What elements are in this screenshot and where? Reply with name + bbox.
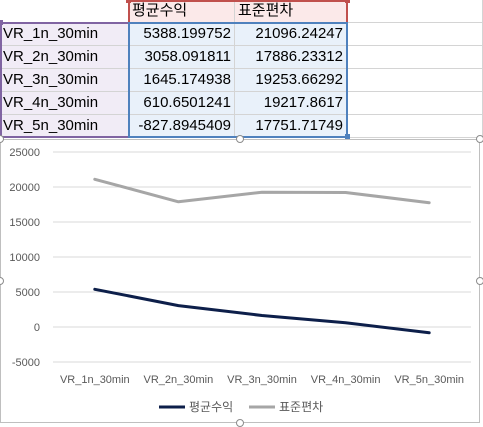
- blank-cell[interactable]: [347, 69, 483, 92]
- std-cell[interactable]: 19253.66292: [235, 69, 347, 92]
- std-series-line: [93, 177, 431, 205]
- x-tick-label: VR_1n_30min: [60, 374, 130, 386]
- mean-series-line: [93, 287, 431, 335]
- x-tick-label: VR_4n_30min: [311, 374, 381, 386]
- mean-cell[interactable]: 1645.174938: [129, 69, 235, 92]
- table-row: VR_4n_30min 610.6501241 19217.8617: [0, 92, 483, 115]
- x-tick-label: VR_2n_30min: [144, 374, 214, 386]
- y-tick-label: 15000: [9, 217, 40, 229]
- chart-resize-handle[interactable]: [476, 277, 483, 285]
- std-cell[interactable]: 17886.23312: [235, 46, 347, 69]
- blank-cell[interactable]: [347, 115, 483, 138]
- y-tick-label: 10000: [9, 252, 40, 264]
- x-tick-label: VR_3n_30min: [227, 374, 297, 386]
- y-tick-label: 20000: [9, 182, 40, 194]
- range-resize-handle[interactable]: [345, 0, 350, 3]
- table-row: VR_3n_30min 1645.174938 19253.66292: [0, 69, 483, 92]
- blank-cell[interactable]: [347, 23, 483, 46]
- row-label-cell[interactable]: VR_5n_30min: [0, 115, 129, 138]
- mean-cell[interactable]: 5388.199752: [129, 23, 235, 46]
- header-cell-empty[interactable]: [0, 0, 129, 23]
- mean-cell[interactable]: -827.8945409: [129, 115, 235, 138]
- header-cell-mean[interactable]: 평균수익: [129, 0, 235, 23]
- mean-cell[interactable]: 3058.091811: [129, 46, 235, 69]
- range-resize-handle[interactable]: [0, 20, 3, 25]
- table-row: VR_2n_30min 3058.091811 17886.23312: [0, 46, 483, 69]
- y-tick-label: 25000: [9, 147, 40, 159]
- row-label-cell[interactable]: VR_2n_30min: [0, 46, 129, 69]
- legend-label: 표준편차: [279, 400, 323, 414]
- y-tick-label: -5000: [12, 357, 40, 369]
- chart-resize-handle[interactable]: [236, 419, 244, 427]
- spreadsheet-grid: 평균수익 표준편차 VR_1n_30min 5388.199752 21096.…: [0, 0, 483, 140]
- legend-label: 평균수익: [189, 400, 233, 414]
- row-label-cell[interactable]: VR_4n_30min: [0, 92, 129, 115]
- range-resize-handle[interactable]: [126, 0, 131, 3]
- chart-canvas: 25000 20000 15000 10000 5000 0 -5000 VR_1n_30mi…: [9, 147, 471, 414]
- blank-cell[interactable]: [347, 46, 483, 69]
- chart-resize-handle[interactable]: [476, 135, 483, 143]
- blank-cell[interactable]: [347, 92, 483, 115]
- range-resize-handle[interactable]: [345, 134, 350, 139]
- chart-resize-handle[interactable]: [236, 135, 244, 143]
- row-label-cell[interactable]: VR_3n_30min: [0, 69, 129, 92]
- line-chart[interactable]: 25000 20000 15000 10000 5000 0 -5000 VR_1n_30mi…: [0, 139, 480, 423]
- y-tick-label: 0: [34, 322, 40, 334]
- mean-cell[interactable]: 610.6501241: [129, 92, 235, 115]
- std-cell[interactable]: 17751.71749: [235, 115, 347, 138]
- header-cell-blank[interactable]: [347, 0, 483, 23]
- header-cell-std[interactable]: 표준편차: [235, 0, 347, 23]
- x-tick-label: VR_5n_30min: [394, 374, 464, 386]
- std-cell[interactable]: 19217.8617: [235, 92, 347, 115]
- y-tick-label: 5000: [16, 287, 40, 299]
- row-label-cell[interactable]: VR_1n_30min: [0, 23, 129, 46]
- table-header-row: 평균수익 표준편차: [0, 0, 483, 23]
- std-cell[interactable]: 21096.24247: [235, 23, 347, 46]
- table-row: VR_1n_30min 5388.199752 21096.24247: [0, 23, 483, 46]
